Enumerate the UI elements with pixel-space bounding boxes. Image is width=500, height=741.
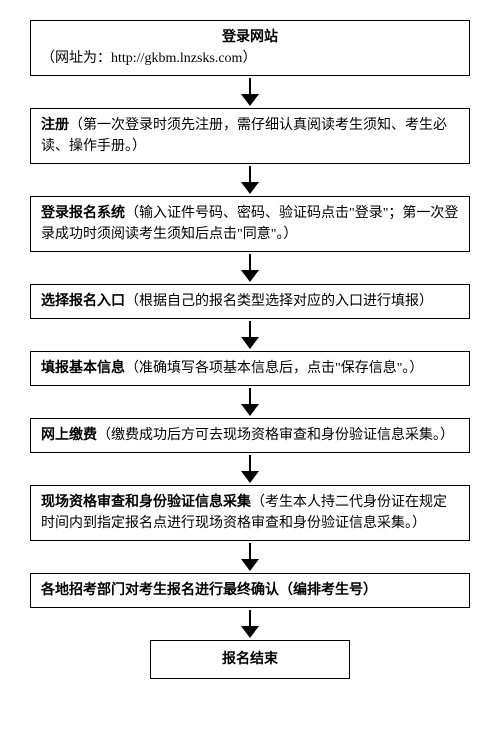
step-title: 登录报名系统: [41, 206, 125, 221]
step-title: 登录网站: [41, 27, 459, 48]
step-title: 各地招考部门对考生报名进行最终确认（编排考生号）: [41, 583, 377, 598]
arrow-icon: [241, 254, 259, 282]
step-body: （第一次登录时须先注册，需仔细认真阅读考生须知、考生必读、操作手册。）: [41, 118, 447, 154]
step-fill-info: 填报基本信息（准确填写各项基本信息后，点击"保存信息"。）: [30, 351, 470, 386]
step-title: 现场资格审查和身份验证信息采集: [41, 495, 251, 510]
arrow-icon: [241, 78, 259, 106]
arrow-icon: [241, 543, 259, 571]
step-final-confirm: 各地招考部门对考生报名进行最终确认（编排考生号）: [30, 573, 470, 608]
step-title: 网上缴费: [41, 428, 97, 443]
step-title: 报名结束: [222, 652, 278, 667]
arrow-icon: [241, 455, 259, 483]
step-body: （网址为：http://gkbm.lnzsks.com）: [41, 48, 459, 69]
registration-flowchart: 登录网站 （网址为：http://gkbm.lnzsks.com） 注册（第一次…: [20, 20, 480, 679]
step-online-payment: 网上缴费（缴费成功后方可去现场资格审查和身份验证信息采集。）: [30, 418, 470, 453]
step-onsite-verify: 现场资格审查和身份验证信息采集（考生本人持二代身份证在规定时间内到指定报名点进行…: [30, 485, 470, 541]
step-register: 注册（第一次登录时须先注册，需仔细认真阅读考生须知、考生必读、操作手册。）: [30, 108, 470, 164]
step-login-website: 登录网站 （网址为：http://gkbm.lnzsks.com）: [30, 20, 470, 76]
step-title: 选择报名入口: [41, 294, 125, 309]
step-select-entrance: 选择报名入口（根据自己的报名类型选择对应的入口进行填报）: [30, 284, 470, 319]
arrow-icon: [241, 321, 259, 349]
arrow-icon: [241, 166, 259, 194]
step-title: 填报基本信息: [41, 361, 125, 376]
arrow-icon: [241, 388, 259, 416]
step-title: 注册: [41, 118, 69, 133]
step-body: （准确填写各项基本信息后，点击"保存信息"。）: [125, 361, 423, 376]
arrow-icon: [241, 610, 259, 638]
step-body: （缴费成功后方可去现场资格审查和身份验证信息采集。）: [97, 428, 454, 443]
step-login-system: 登录报名系统（输入证件号码、密码、验证码点击"登录"；第一次登录成功时须阅读考生…: [30, 196, 470, 252]
step-body: （根据自己的报名类型选择对应的入口进行填报）: [125, 294, 433, 309]
step-end: 报名结束: [150, 640, 350, 679]
